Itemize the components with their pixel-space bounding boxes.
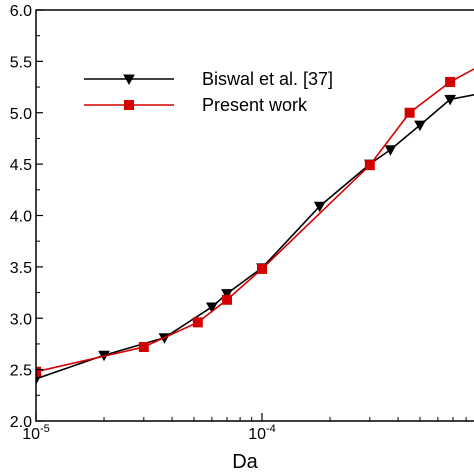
marker-triangle-down: [123, 74, 135, 86]
marker-square: [138, 342, 149, 353]
marker-square: [257, 263, 267, 274]
marker-triangle-down: [444, 94, 456, 106]
legend-label: Biswal et al. [37]: [202, 69, 333, 89]
x-tick-label: 10-5: [22, 423, 50, 443]
x-tick-label: 10-4: [248, 423, 276, 443]
y-tick-label: 2.5: [10, 363, 32, 380]
marker-triangle-down: [313, 201, 326, 213]
marker-triangle-down: [36, 374, 42, 385]
marker-triangle-down: [221, 289, 233, 300]
y-tick-label: 3.0: [10, 311, 32, 328]
marker-triangle-down: [384, 145, 397, 156]
y-tick-label: 4.5: [10, 157, 32, 174]
series-clip-group: [36, 68, 474, 385]
marker-square: [445, 76, 456, 87]
marker-square: [221, 294, 232, 305]
series-present-work: [36, 68, 474, 377]
series-biswal: [36, 94, 474, 385]
marker-square: [404, 107, 415, 118]
y-tick-label: 3.5: [10, 260, 32, 277]
series-layer: [36, 68, 474, 385]
y-tick-label: 5.5: [10, 54, 32, 71]
legend-label: Present work: [202, 95, 308, 115]
y-tick-label: 6.0: [10, 3, 32, 20]
marker-square: [364, 160, 375, 171]
series-line: [36, 94, 474, 380]
marker-square: [124, 100, 134, 110]
marker-triangle-down: [414, 120, 426, 132]
axis-layer: 2.0 2.5 3.0 3.5 4.0 4.5 5.0 5.5 6.0 10-5 10-4: [10, 3, 467, 443]
marker-square: [36, 366, 41, 377]
y-tick-label: 2.0: [10, 414, 32, 431]
marker-square: [192, 317, 203, 328]
marker-triangle-down: [206, 302, 218, 313]
x-axis-title: Da: [232, 451, 258, 473]
legend: Biswal et al. [37] Present work: [84, 69, 333, 115]
y-tick-label: 4.0: [10, 209, 32, 226]
y-tick-label: 5.0: [10, 106, 32, 123]
